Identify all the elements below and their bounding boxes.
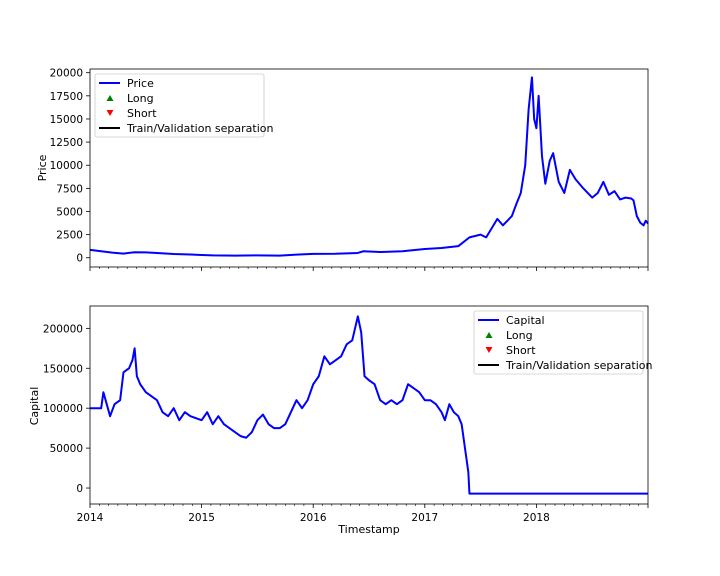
price-y-tick-label: 17500 — [50, 91, 83, 103]
capital-x-ticks: 2014 2015 2016 2017 2018 — [77, 504, 649, 524]
price-y-tick-label: 7500 — [56, 183, 83, 195]
price-legend-price-label: Price — [127, 77, 154, 90]
capital-legend: Capital Long Short Train/Validation sepa… — [473, 310, 652, 375]
short-marker-icon — [485, 347, 493, 353]
price-legend: Price Long Short Train/Validation separa… — [94, 73, 273, 138]
price-line — [89, 76, 649, 257]
capital-x-tick-label: 2018 — [523, 512, 550, 524]
capital-y-tick-label: 50000 — [50, 443, 83, 455]
capital-x-tick-label: 2017 — [411, 512, 438, 524]
price-y-tick-label: 2500 — [56, 230, 83, 242]
capital-legend-capital-label: Capital — [506, 314, 545, 327]
capital-line — [90, 315, 648, 495]
price-y-tick-label: 0 — [76, 253, 83, 265]
capital-x-tick-label: 2016 — [300, 512, 327, 524]
capital-y-tick-label: 200000 — [43, 323, 83, 335]
price-y-axis-label: Price — [36, 154, 49, 181]
capital-legend-long-label: Long — [506, 329, 533, 342]
price-legend-long-label: Long — [127, 92, 154, 105]
capital-y-tick-label: 150000 — [43, 363, 83, 375]
price-legend-box — [94, 73, 265, 138]
price-y-tick-label: 5000 — [56, 206, 83, 218]
capital-legend-separation-label: Train/Validation separation — [505, 359, 652, 372]
long-marker-icon — [485, 332, 493, 338]
price-y-tick-label: 15000 — [50, 114, 83, 126]
capital-x-axis-label: Timestamp — [337, 523, 399, 536]
capital-x-tick-label: 2015 — [188, 512, 215, 524]
long-marker-icon — [106, 95, 114, 101]
price-y-tick-label: 12500 — [50, 137, 83, 149]
short-marker-icon — [106, 110, 114, 116]
price-legend-separation-label: Train/Validation separation — [126, 122, 273, 135]
price-x-ticks — [89, 267, 649, 271]
capital-x-tick-label: 2014 — [77, 512, 104, 524]
capital-y-axis-label: Capital — [28, 387, 41, 426]
price-panel: 0 2500 5000 7500 10000 12500 15000 17500 20000 P… — [36, 68, 649, 271]
price-y-tick-label: 10000 — [50, 160, 83, 172]
price-y-ticks: 0 2500 5000 7500 10000 12500 15000 17500 20000 — [50, 68, 90, 265]
capital-y-tick-label: 0 — [76, 483, 83, 495]
price-y-tick-label: 20000 — [50, 68, 83, 80]
price-series-layer — [89, 76, 649, 257]
capital-y-ticks: 0 50000 100000 150000 200000 — [43, 323, 90, 495]
capital-legend-box — [473, 310, 644, 375]
capital-series-layer — [90, 315, 648, 495]
price-legend-short-label: Short — [127, 107, 157, 120]
capital-legend-short-label: Short — [506, 344, 536, 357]
capital-y-tick-label: 100000 — [43, 403, 83, 415]
